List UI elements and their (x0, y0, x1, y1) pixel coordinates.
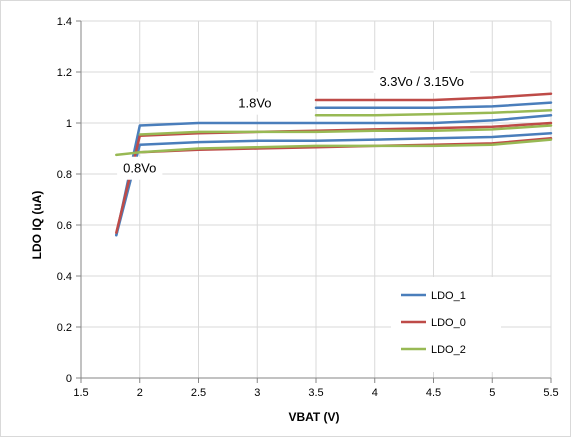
axes: 1.5 2 2.5 3 3.5 4 4.5 5 5.5 0 0.2 0.4 0.6 0.8 1 1.2 1.4 (57, 16, 559, 399)
y-axis-title: LDO IQ (uA) (30, 191, 44, 260)
annotation-label: 1.8Vo (238, 96, 271, 111)
y-tick-label: 0.8 (57, 169, 72, 181)
legend: LDO_1 LDO_0 LDO_2 (391, 277, 501, 372)
x-tick-label: 5.5 (543, 387, 558, 399)
x-tick-label: 4.5 (426, 387, 441, 399)
annotation-background (232, 91, 278, 115)
x-tick-label: 1.5 (73, 387, 88, 399)
y-tick-label: 0 (66, 373, 72, 385)
x-axis-title: VBAT (V) (288, 410, 339, 424)
y-tick-label: 1.2 (57, 67, 72, 79)
legend-label: LDO_0 (431, 317, 466, 329)
x-tick-label: 5 (489, 387, 495, 399)
annotation-background (373, 70, 471, 94)
x-tick-label: 4 (372, 387, 378, 399)
legend-background (391, 277, 501, 372)
series-line-ldo-0-3 (314, 92, 553, 102)
annotation-background (117, 156, 163, 180)
legend-label: LDO_2 (431, 344, 466, 356)
series-line-ldo-2-1 (115, 138, 553, 157)
annotation-label: 3.3Vo / 3.15Vo (379, 74, 464, 89)
legend-label: LDO_1 (431, 290, 466, 302)
x-tick-label: 3 (254, 387, 260, 399)
series-lines (115, 92, 553, 237)
series-line-ldo-1-3 (314, 101, 553, 109)
x-tick-label: 3.5 (308, 387, 323, 399)
y-tick-label: 0.4 (57, 271, 72, 283)
annotation-label: 0.8Vo (123, 161, 156, 176)
y-tick-label: 1 (66, 118, 72, 130)
x-tick-label: 2.5 (191, 387, 206, 399)
y-tick-label: 0.2 (57, 322, 72, 334)
y-tick-label: 1.4 (57, 16, 72, 28)
annotations: 1.8Vo 3.3Vo / 3.15Vo 0.8Vo (117, 70, 471, 180)
series-line-ldo-1-2 (115, 131, 553, 237)
series-line-ldo-1-1 (115, 114, 553, 237)
y-tick-label: 0.6 (57, 220, 72, 232)
x-tick-label: 2 (137, 387, 143, 399)
series-line-ldo-2-3 (314, 108, 553, 117)
series-line-ldo-2-2 (138, 124, 553, 136)
